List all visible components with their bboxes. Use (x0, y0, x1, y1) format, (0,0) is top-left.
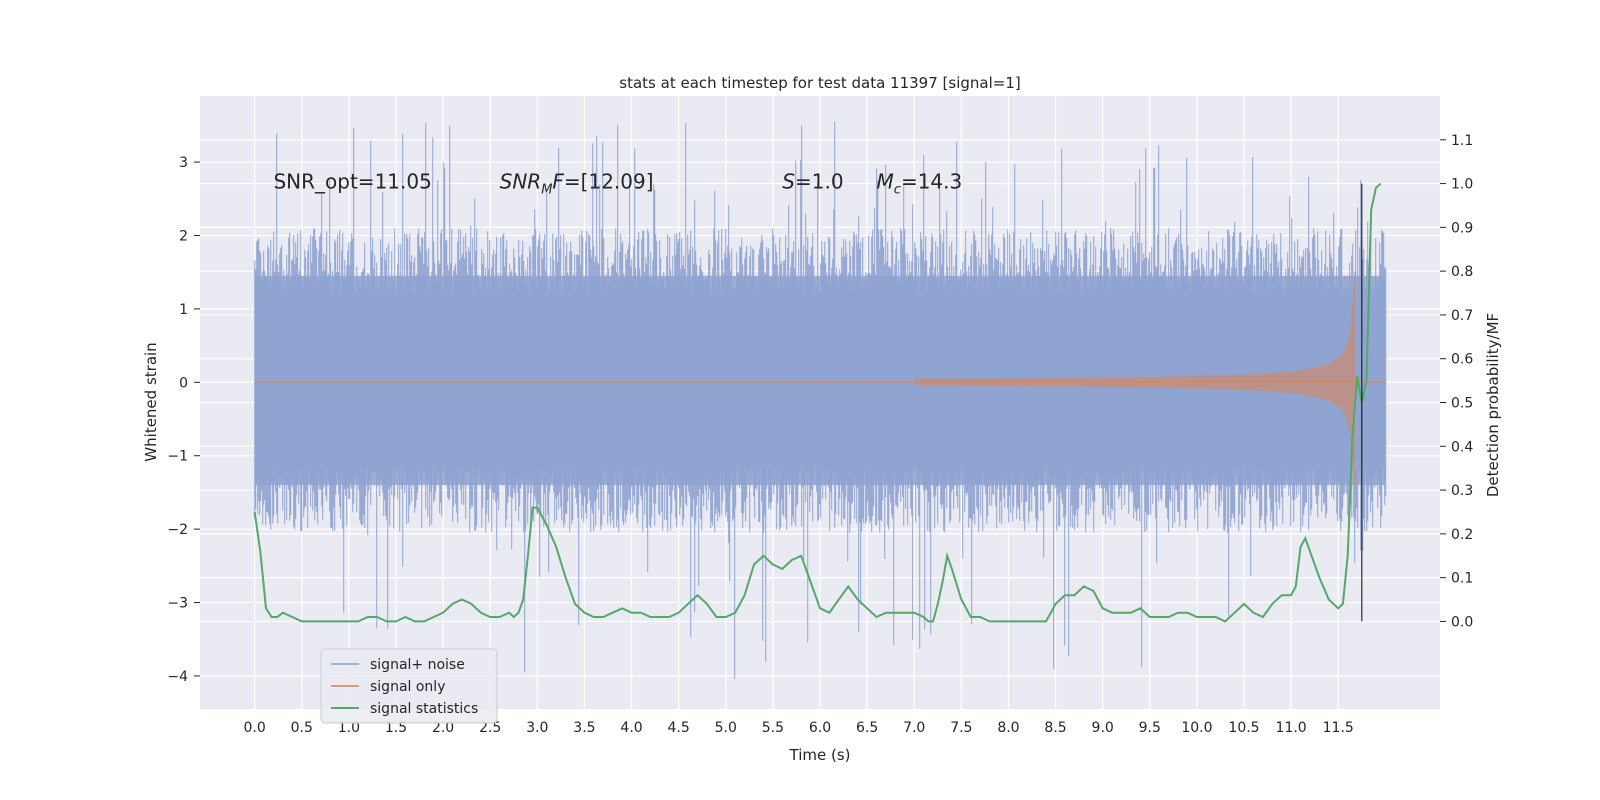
annotation-snr-mf: SNRMF=[12.09] (500, 169, 654, 197)
y-right-axis-label: Detection probability/MF (1484, 313, 1502, 497)
annotation-mc-subscript: c (894, 182, 901, 197)
legend-box (320, 648, 498, 724)
x-tick-label-12: 6.0 (809, 720, 831, 736)
x-tick-label-1: 0.5 (291, 720, 313, 736)
annotation-mc-prefix: M (877, 169, 894, 193)
annotation-snr-mf-prefix: SNR (500, 169, 542, 193)
x-tick-label-22: 11.0 (1276, 720, 1307, 736)
chart-title: stats at each timestep for test data 113… (619, 74, 1020, 92)
x-tick-label-8: 4.0 (620, 720, 642, 736)
y-right-axis-ticks: 0.0 0.1 0.2 0.3 0.4 0.5 0.6 0.7 0.8 0.9 1.0 1.1 (1440, 133, 1473, 630)
y-left-tick-label-6: 2 (179, 228, 188, 244)
y-left-tick-label-2: −2 (167, 522, 188, 538)
x-tick-label-20: 10.0 (1181, 720, 1212, 736)
y-right-tick-label-3: 0.3 (1451, 483, 1473, 499)
y-right-tick-label-1: 0.1 (1451, 571, 1473, 587)
y-left-tick-label-4: 0 (179, 375, 188, 391)
series-signal-only (254, 272, 1386, 492)
series-signal-statistics (253, 182, 1382, 623)
y-right-tick-label-2: 0.2 (1451, 527, 1473, 543)
annotation-snr-mf-suffix: F (552, 169, 564, 193)
annotation-snr-mf-value: =[12.09] (564, 169, 654, 193)
annotation-snr-opt: SNR_opt=11.05 (273, 169, 431, 193)
x-tick-label-2: 1.0 (338, 720, 360, 736)
legend-label-signal-statistics: signal statistics (370, 701, 478, 717)
x-tick-label-7: 3.5 (573, 720, 595, 736)
annotations: SNR_opt=11.05 SNRMF=[12.09] S=1.0 Mc=14.… (273, 169, 962, 197)
y-right-tick-label-8: 0.8 (1451, 264, 1473, 280)
x-tick-label-16: 8.0 (997, 720, 1019, 736)
annotation-snr-mf-subscript: M (541, 182, 552, 197)
y-right-tick-label-10: 1.0 (1451, 177, 1473, 193)
x-tick-label-14: 7.0 (903, 720, 925, 736)
annotation-s-value: =1.0 (795, 169, 844, 193)
x-tick-label-21: 10.5 (1228, 720, 1259, 736)
annotation-mc: Mc=14.3 (877, 169, 963, 197)
x-axis-label: Time (s) (789, 746, 851, 764)
x-tick-label-15: 7.5 (950, 720, 972, 736)
y-right-tick-label-7: 0.7 (1451, 308, 1473, 324)
x-tick-label-17: 8.5 (1044, 720, 1066, 736)
x-tick-label-4: 2.0 (432, 720, 454, 736)
y-left-tick-label-7: 3 (179, 155, 188, 171)
y-left-tick-label-3: −1 (167, 449, 188, 465)
y-right-tick-label-5: 0.5 (1451, 396, 1473, 412)
legend-label-signal-plus-noise: signal+ noise (370, 657, 465, 673)
x-tick-label-9: 4.5 (668, 720, 690, 736)
y-right-tick-label-9: 0.9 (1451, 220, 1473, 236)
x-tick-label-6: 3.0 (526, 720, 548, 736)
y-right-tick-label-4: 0.4 (1451, 439, 1473, 455)
x-tick-label-23: 11.5 (1323, 720, 1354, 736)
y-left-tick-label-5: 1 (179, 302, 188, 318)
legend-label-signal-only: signal only (370, 679, 445, 695)
y-right-tick-label-11: 1.1 (1451, 133, 1473, 149)
y-right-tick-label-0: 0.0 (1451, 614, 1473, 630)
y-left-axis-label: Whitened strain (142, 342, 160, 461)
x-tick-label-18: 9.0 (1092, 720, 1114, 736)
annotation-s: S=1.0 (782, 169, 843, 193)
x-tick-label-0: 0.0 (244, 720, 266, 736)
y-left-tick-label-0: −4 (167, 669, 188, 685)
stats-line (253, 182, 1382, 623)
x-axis-ticks: 0.0 0.5 1.0 1.5 2.0 2.5 3.0 3.5 4.0 4.5 5.0 5.5 6.0 6… (244, 720, 1354, 736)
y-left-tick-label-1: −3 (167, 596, 188, 612)
x-tick-label-11: 5.5 (762, 720, 784, 736)
x-tick-label-3: 1.5 (385, 720, 407, 736)
x-tick-label-19: 9.5 (1139, 720, 1161, 736)
x-tick-label-10: 5.0 (715, 720, 737, 736)
x-tick-label-13: 6.5 (856, 720, 878, 736)
annotation-mc-value: =14.3 (901, 169, 962, 193)
legend: signal+ noise signal only signal statist… (320, 648, 498, 724)
y-left-axis-ticks: −4 −3 −2 −1 0 1 2 3 (167, 155, 200, 685)
annotation-s-prefix: S (782, 169, 795, 193)
y-right-tick-label-6: 0.6 (1451, 352, 1473, 368)
x-tick-label-5: 2.5 (479, 720, 501, 736)
